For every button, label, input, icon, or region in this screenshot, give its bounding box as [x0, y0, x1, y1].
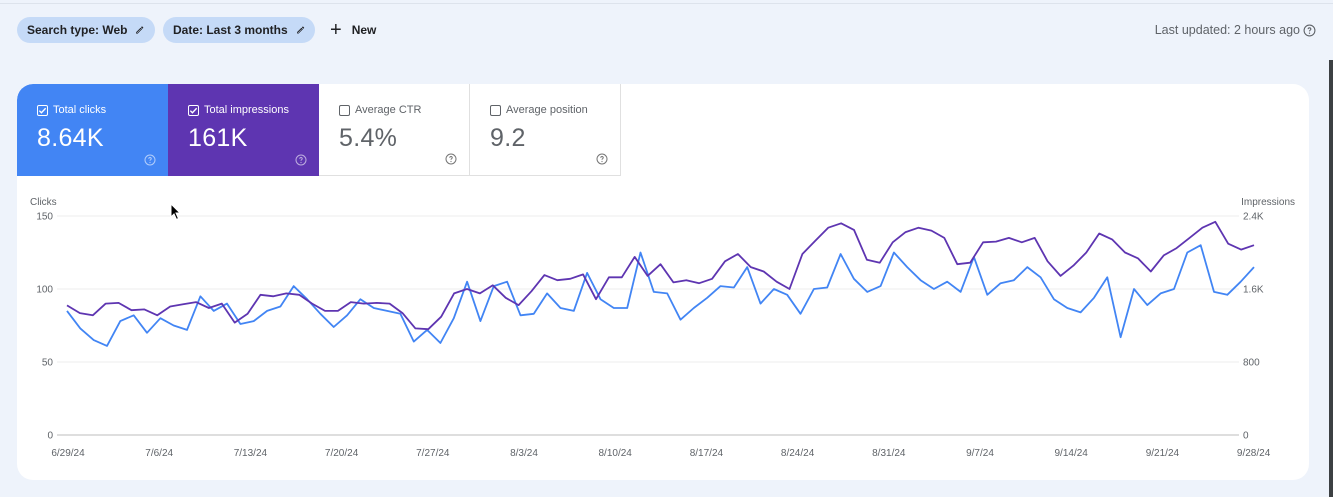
x-axis-tick-label: 8/3/24 [510, 448, 538, 459]
new-filter-button[interactable]: + New [330, 17, 376, 43]
x-axis-tick-label: 6/29/24 [51, 448, 85, 459]
right-axis-tick-label: 800 [1243, 358, 1260, 369]
average-position-metric[interactable]: Average position 9.2 [470, 84, 621, 176]
total-impressions-label: Total impressions [204, 104, 289, 116]
right-axis-label: Impressions [1241, 197, 1295, 208]
x-axis-tick-label: 8/17/24 [690, 448, 724, 459]
right-axis-tick-label: 0 [1243, 431, 1249, 442]
total-impressions-value: 161K [188, 124, 248, 152]
search-type-filter-label: Search type: Web [27, 23, 128, 37]
average-ctr-metric[interactable]: Average CTR 5.4% [319, 84, 470, 176]
x-axis-tick-label: 7/6/24 [145, 448, 173, 459]
mouse-cursor-icon [170, 203, 182, 221]
help-icon[interactable] [144, 154, 156, 166]
help-icon[interactable] [295, 154, 307, 166]
performance-chart[interactable]: 150 2.4K 100 1.6K 50 800 0 0 Clicks Impressions 6/… [17, 84, 1309, 480]
date-filter-label: Date: Last 3 months [173, 23, 288, 37]
x-axis-tick-label: 9/21/24 [1146, 448, 1180, 459]
x-axis-tick-label: 9/28/24 [1237, 448, 1271, 459]
right-axis-tick-label: 1.6K [1243, 285, 1264, 296]
x-axis-tick-label: 9/14/24 [1055, 448, 1089, 459]
date-filter-chip[interactable]: Date: Last 3 months [163, 17, 315, 43]
left-axis-tick-label: 50 [42, 358, 54, 369]
average-ctr-label: Average CTR [355, 104, 422, 116]
right-axis-tick-label: 2.4K [1243, 212, 1264, 223]
left-axis-tick-label: 0 [47, 431, 53, 442]
left-axis-label: Clicks [30, 197, 57, 208]
x-axis-tick-label: 8/10/24 [599, 448, 633, 459]
average-position-value: 9.2 [490, 124, 526, 152]
x-axis-tick-label: 8/24/24 [781, 448, 815, 459]
top-divider [0, 3, 1333, 4]
x-axis-tick-label: 7/20/24 [325, 448, 359, 459]
search-type-filter-chip[interactable]: Search type: Web [17, 17, 155, 43]
plus-icon: + [330, 19, 342, 41]
window-edge [1329, 60, 1333, 497]
checkbox-unchecked-icon[interactable] [339, 104, 350, 116]
pencil-icon [136, 26, 144, 34]
x-axis-tick-label: 7/27/24 [416, 448, 450, 459]
checkbox-checked-icon[interactable] [188, 104, 199, 116]
average-ctr-value: 5.4% [339, 124, 398, 152]
average-position-label: Average position [506, 104, 588, 116]
total-clicks-value: 8.64K [37, 124, 104, 152]
total-clicks-label: Total clicks [53, 104, 107, 116]
x-axis-tick-label: 7/13/24 [234, 448, 268, 459]
x-axis-tick-label: 9/7/24 [966, 448, 994, 459]
total-clicks-metric[interactable]: Total clicks 8.64K [17, 84, 168, 176]
help-icon[interactable] [596, 153, 608, 165]
x-axis-tick-label: 8/31/24 [872, 448, 906, 459]
left-axis-tick-label: 150 [36, 212, 53, 223]
total-impressions-metric[interactable]: Total impressions 161K [168, 84, 319, 176]
pencil-icon [296, 26, 304, 34]
impressions-series-line [66, 220, 1255, 331]
performance-card: Total clicks 8.64K Total impressions 161… [17, 84, 1309, 480]
new-filter-label: New [351, 23, 377, 37]
checkbox-checked-icon[interactable] [37, 104, 48, 116]
checkbox-unchecked-icon[interactable] [490, 104, 501, 116]
clicks-series-line [66, 244, 1255, 347]
help-icon[interactable] [445, 153, 457, 165]
last-updated-text: Last updated: 2 hours ago [1154, 23, 1300, 37]
help-icon[interactable] [1303, 24, 1316, 37]
left-axis-tick-label: 100 [36, 285, 53, 296]
